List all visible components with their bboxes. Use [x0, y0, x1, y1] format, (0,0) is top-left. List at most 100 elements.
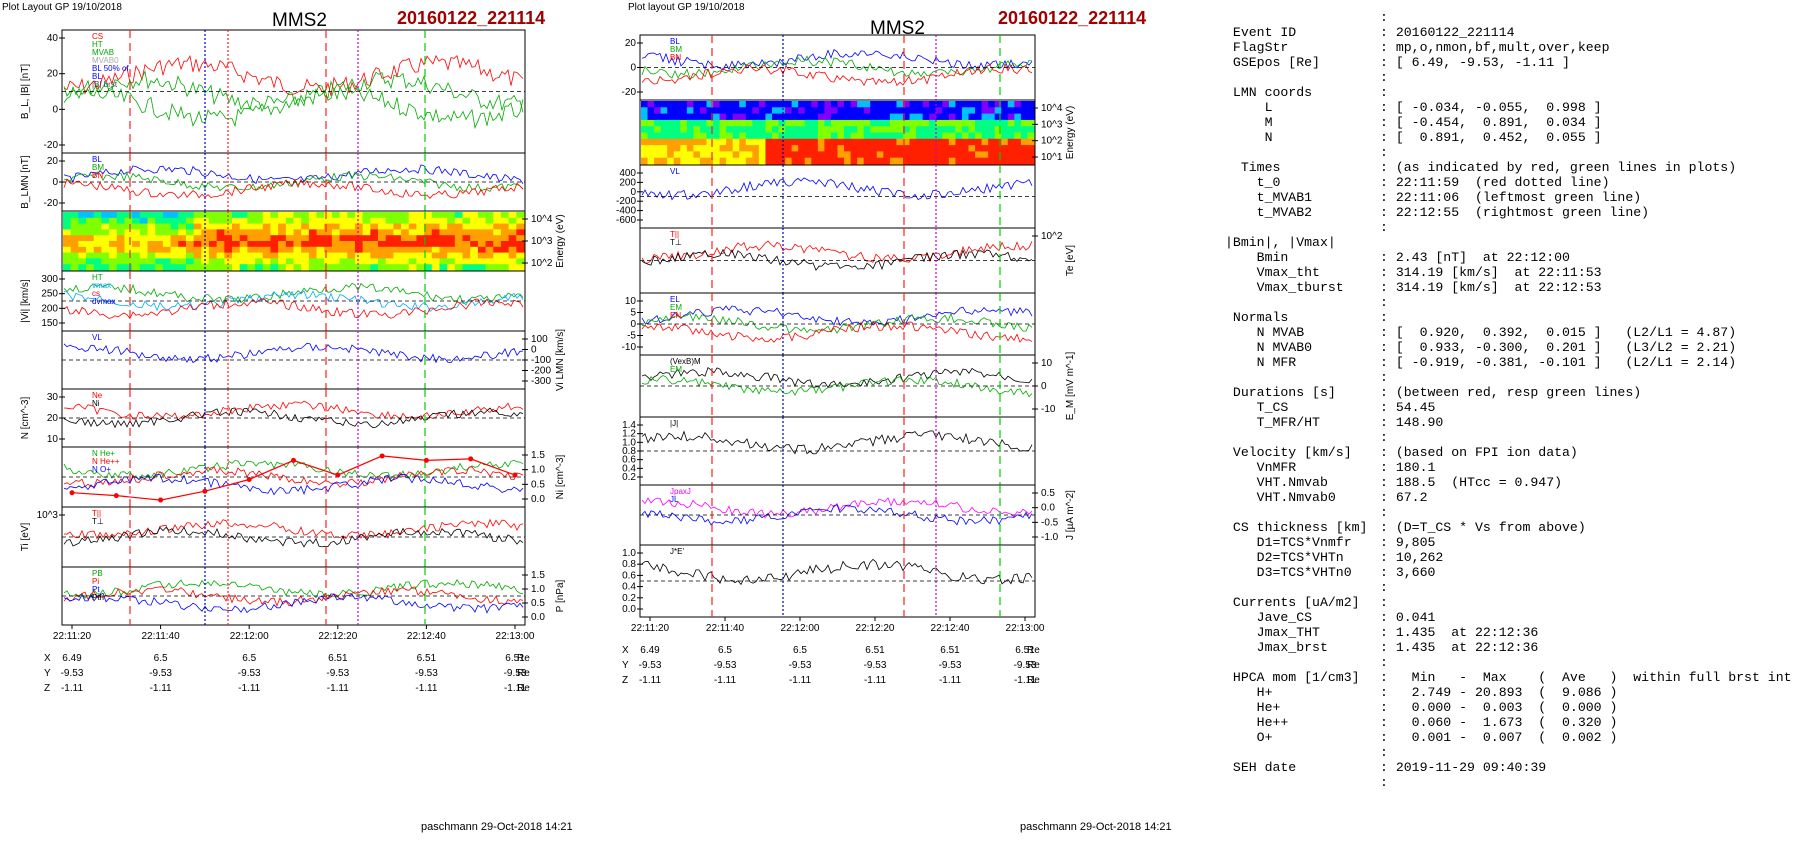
- legend-entry: EM: [670, 303, 682, 312]
- spectrogram-cell: [1014, 157, 1022, 165]
- spectrogram-cell: [193, 258, 202, 265]
- spectrogram-cell: [170, 246, 179, 254]
- spectrogram-cell: [903, 126, 911, 133]
- spectrogram-cell: [162, 258, 172, 265]
- spectrogram-cell: [393, 241, 402, 248]
- spectrogram-cell: [988, 119, 996, 127]
- spectrogram-cell: [408, 246, 417, 254]
- spectrogram-cell: [339, 229, 348, 236]
- spectrogram-cell: [500, 241, 510, 248]
- spectrogram-cell: [331, 217, 341, 225]
- position-unit: Re: [1027, 660, 1040, 671]
- spectrogram-cell: [673, 138, 681, 146]
- spectrogram-cell: [811, 101, 819, 108]
- spectrogram-cell: [713, 113, 721, 121]
- spectrogram-cell: [485, 217, 494, 225]
- spectrogram-cell: [876, 119, 884, 127]
- summary-key: VHT.Nmvab0: [1225, 490, 1336, 505]
- spectrogram-cell: [293, 223, 302, 230]
- spectrogram-cell: [948, 126, 956, 133]
- spectrogram-cell: [778, 132, 786, 140]
- summary-value: : 0.041: [1380, 610, 1436, 625]
- spectrogram-cell: [641, 101, 649, 108]
- legend-entry: HT: [92, 40, 103, 49]
- position-value: 6.49: [62, 653, 82, 664]
- spectrogram-cell: [994, 157, 1002, 165]
- spectrogram-cell: [232, 235, 241, 242]
- spectrogram-cell: [916, 119, 924, 127]
- spectrogram-cell: [641, 157, 649, 165]
- position-value: -1.11: [639, 675, 661, 686]
- spectrogram-cell: [424, 235, 433, 242]
- spectrogram-cell: [293, 229, 302, 236]
- spectrogram-cell: [132, 264, 141, 271]
- spectrogram-cell: [903, 101, 911, 108]
- spectrogram-cell: [680, 138, 688, 146]
- spectrogram-cell: [408, 235, 417, 242]
- spectrogram-cell: [804, 145, 812, 152]
- summary-value: : (between red, resp green lines): [1380, 385, 1642, 400]
- spectrogram-cell: [500, 264, 510, 271]
- summary-row: :: [1225, 370, 1792, 385]
- spectrogram-cell: [362, 229, 371, 236]
- spectrogram-cell: [955, 157, 963, 165]
- spectrogram-cell: [416, 264, 425, 271]
- spectrogram-cell: [660, 119, 668, 127]
- y-tick-label: 10^2: [1041, 231, 1063, 242]
- spectrogram-cell: [778, 138, 786, 146]
- spectrogram-cell: [870, 151, 878, 159]
- spectrogram-cell: [401, 217, 410, 225]
- spectrogram-cell: [889, 145, 897, 152]
- left-spacecraft-title: MMS2: [272, 10, 327, 31]
- spectrogram-cell: [824, 157, 832, 165]
- position-value: 6.5: [718, 645, 732, 656]
- spectrogram-cell: [416, 212, 425, 219]
- spectrogram-cell: [270, 212, 279, 219]
- spectrogram-cell: [830, 126, 838, 133]
- spectrogram-cell: [883, 101, 891, 108]
- spectrogram-cell: [726, 157, 734, 165]
- spectrogram-cell: [837, 126, 845, 133]
- spectrogram-cell: [401, 223, 410, 230]
- position-value: -1.11: [714, 675, 736, 686]
- spectrogram-cell: [155, 229, 164, 236]
- spectrogram-cell: [347, 246, 356, 254]
- spectrogram-cell: [155, 264, 164, 271]
- spectrogram-cell: [909, 101, 917, 108]
- spectrogram-cell: [1027, 151, 1035, 159]
- spectrogram-cell: [185, 212, 195, 219]
- position-value: -1.11: [238, 683, 260, 694]
- spectrogram-cell: [739, 107, 747, 115]
- spectrogram-cell: [508, 241, 517, 248]
- spectrogram-cell: [916, 145, 924, 152]
- position-value: -9.53: [326, 668, 349, 679]
- spectrogram-cell: [693, 113, 701, 121]
- spectrogram-cell: [1007, 151, 1015, 159]
- spectrogram-cell: [86, 229, 95, 236]
- spectrogram-cell: [385, 264, 394, 271]
- spectrogram-cell: [324, 246, 333, 254]
- spectrogram-cell: [93, 252, 102, 259]
- spectrogram-cell: [1001, 126, 1009, 133]
- spectrogram-cell: [431, 246, 440, 254]
- position-value: 6.5: [154, 653, 168, 664]
- spectrogram-cell: [981, 157, 989, 165]
- spectrogram-cell: [903, 145, 911, 152]
- summary-row: :: [1225, 10, 1792, 25]
- spectrogram-cell: [968, 126, 976, 133]
- series-line: [641, 504, 1033, 526]
- spectrogram-cell: [170, 229, 179, 236]
- spectrogram-cell: [686, 157, 694, 165]
- spectrogram-cell: [857, 132, 865, 140]
- spectrogram-cell: [948, 132, 956, 140]
- spectrogram-cell: [431, 212, 440, 219]
- spectrogram-cell: [883, 132, 891, 140]
- spectrogram-cell: [673, 126, 681, 133]
- spectrogram-cell: [324, 217, 333, 225]
- spectrogram-cell: [308, 212, 318, 219]
- spectrogram-cell: [948, 151, 956, 159]
- left-layout-label: Plot Layout GP 19/10/2018: [2, 2, 122, 13]
- spectrogram-cell: [699, 145, 707, 152]
